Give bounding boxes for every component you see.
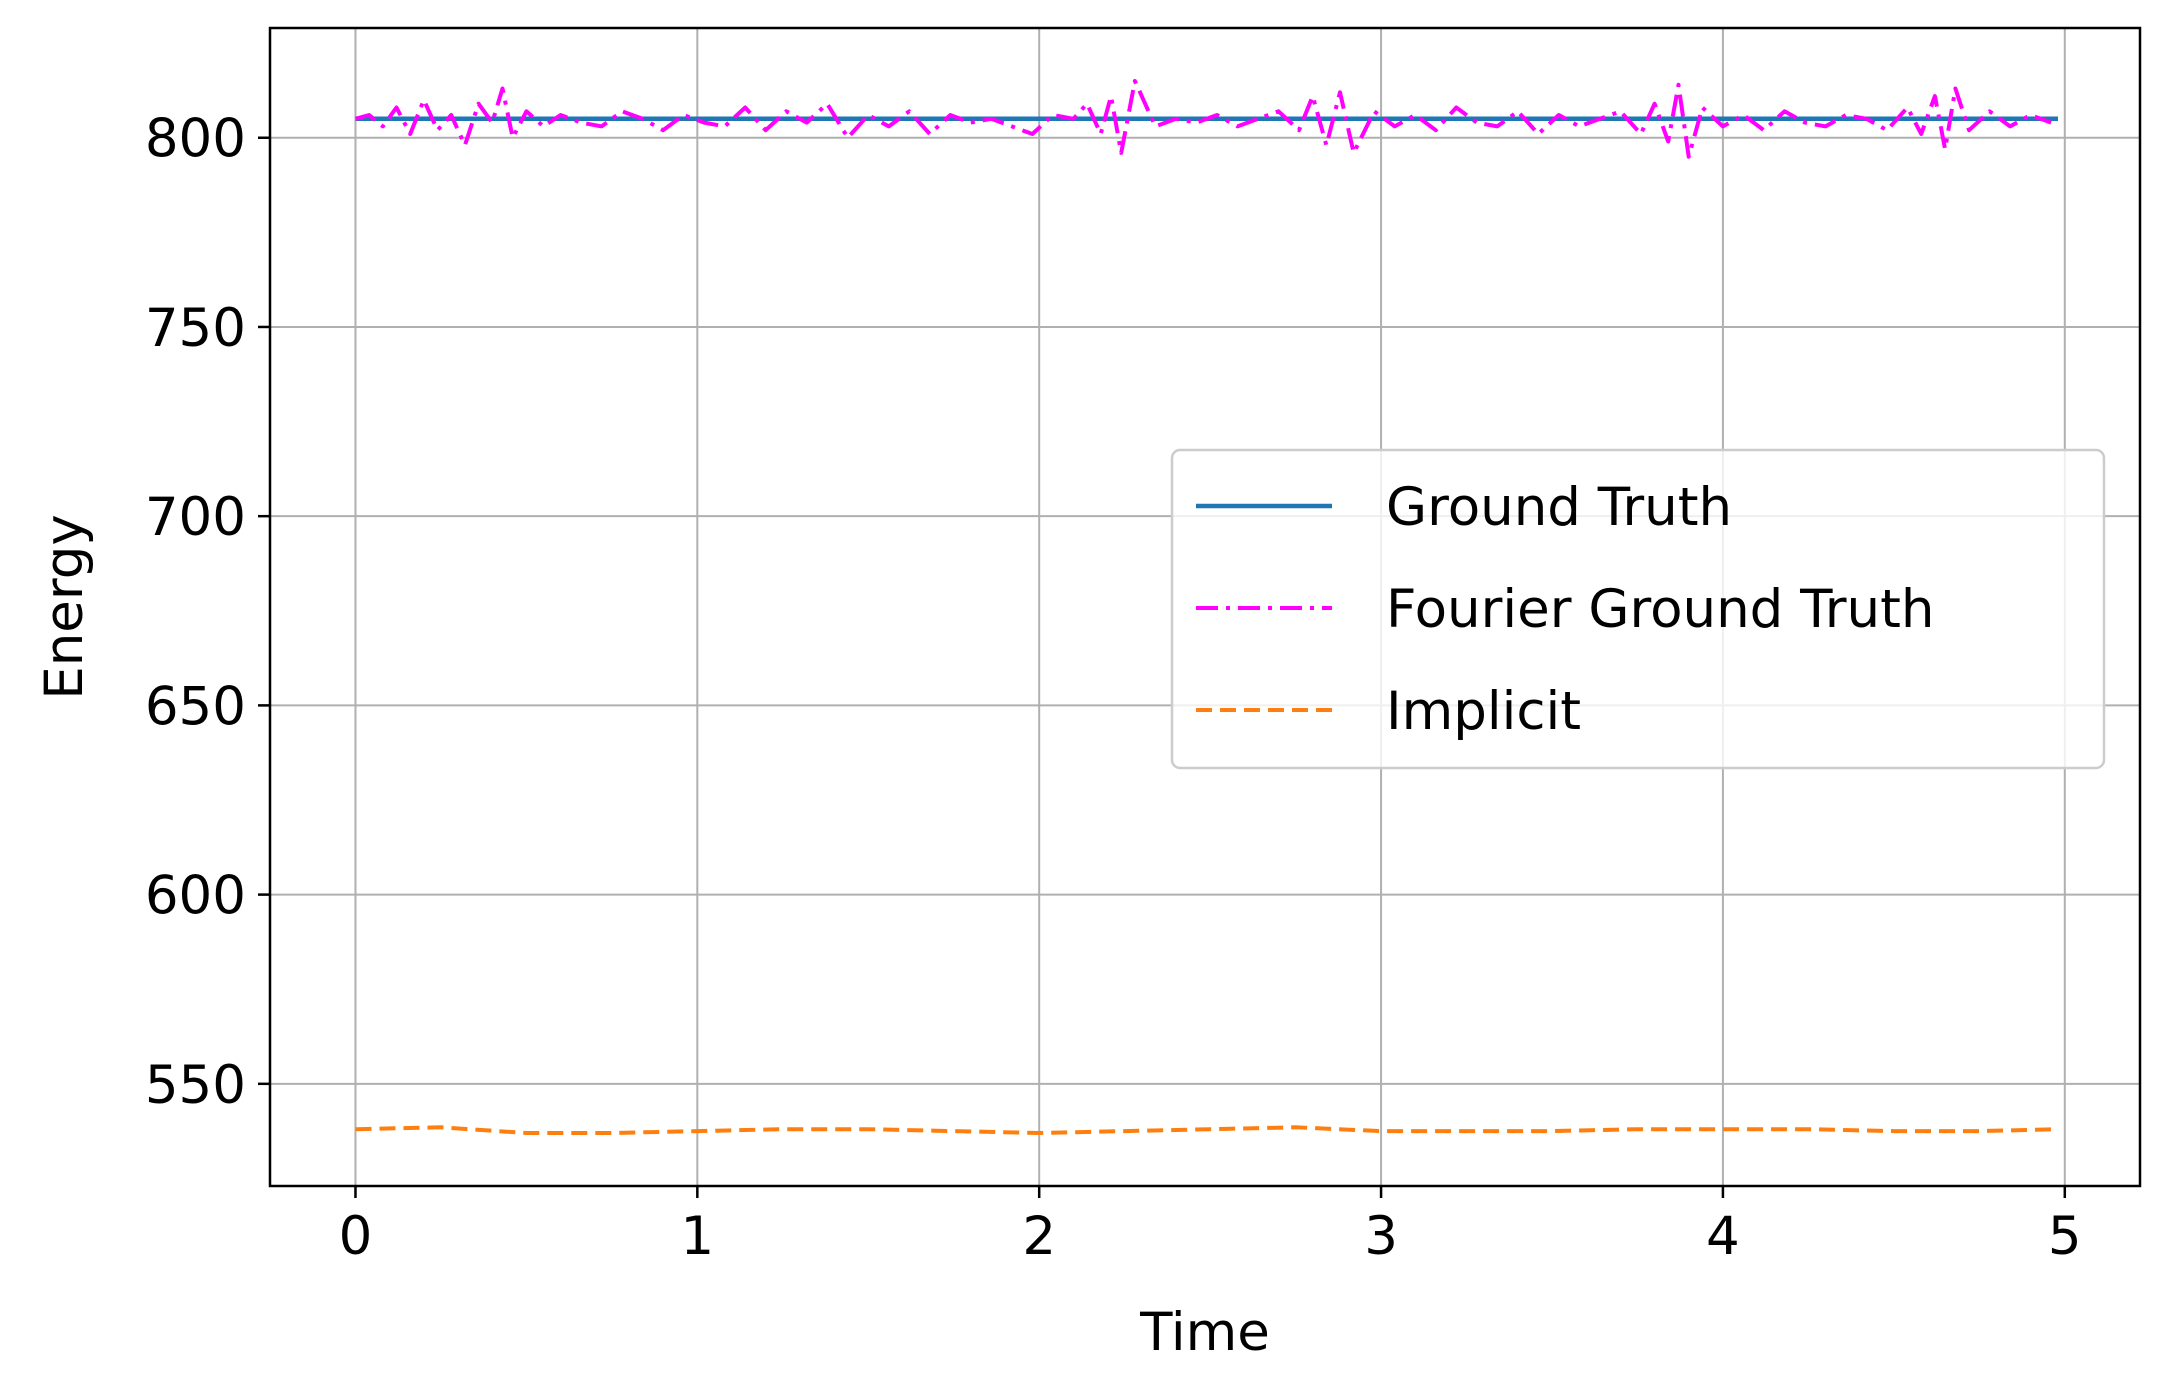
- legend-label-implicit: Implicit: [1386, 681, 1581, 742]
- plot-series: [354, 79, 2059, 1135]
- x-tick-label: 5: [2048, 1206, 2082, 1267]
- axis-ticks: 0 1 2 3 4 5 550 600 650 700 750 800: [145, 109, 2082, 1267]
- x-axis-label: Time: [1139, 1302, 1270, 1363]
- y-axis-label: Energy: [34, 514, 95, 700]
- x-tick-label: 4: [1706, 1206, 1740, 1267]
- y-tick-label: 600: [145, 866, 246, 927]
- legend-box: [1170, 448, 2106, 770]
- x-tick-label: 2: [1022, 1206, 1056, 1267]
- y-tick-label: 550: [145, 1055, 246, 1116]
- x-tick-label: 1: [680, 1206, 714, 1267]
- x-tick-label: 0: [339, 1206, 373, 1267]
- series-line-implicit: [355, 1125, 2059, 1135]
- y-tick-label: 650: [145, 676, 246, 737]
- series-line-fourier-ground-truth: [354, 79, 2052, 159]
- plot-frame: [268, 26, 2142, 1188]
- x-tick-label: 3: [1364, 1206, 1398, 1267]
- legend: Ground Truth Fourier Ground Truth Implic…: [1170, 448, 2106, 770]
- legend-label-ground-truth: Ground Truth: [1386, 477, 1732, 538]
- y-tick-label: 750: [145, 298, 246, 359]
- y-tick-label: 800: [145, 109, 246, 170]
- legend-label-fourier-ground-truth: Fourier Ground Truth: [1386, 579, 1935, 640]
- y-tick-label: 700: [145, 487, 246, 548]
